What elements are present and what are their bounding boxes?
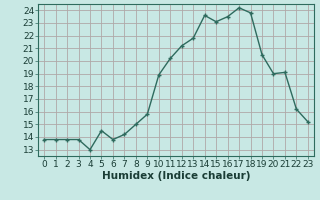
X-axis label: Humidex (Indice chaleur): Humidex (Indice chaleur)	[102, 171, 250, 181]
